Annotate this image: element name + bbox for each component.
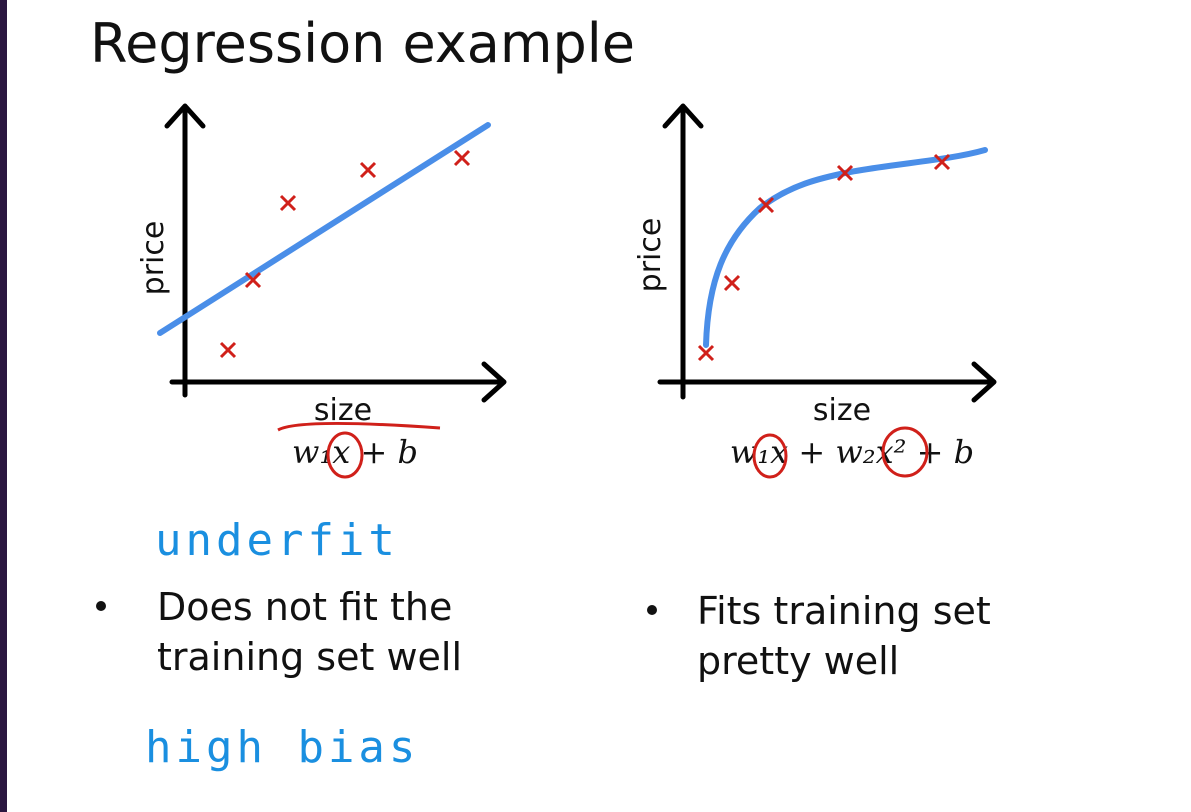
x-label: size — [813, 393, 871, 428]
strike-mark — [277, 421, 441, 432]
y-axis — [164, 103, 206, 398]
data-points — [219, 149, 471, 359]
note: high bias — [145, 722, 419, 773]
formula: w₁x + w₂x² + b — [730, 433, 974, 471]
fit-curve — [703, 147, 988, 348]
bullet-line: Does not fit the — [157, 585, 452, 629]
title: Regression example — [90, 12, 635, 75]
plot-left: price size w₁x + b — [136, 103, 507, 479]
circle-mark — [881, 426, 929, 478]
frame-edge — [0, 0, 7, 812]
data-points — [697, 153, 951, 362]
x-axis — [169, 361, 507, 403]
plot-right: price size w₁x + w₂x² + b — [633, 103, 997, 479]
x-axis — [657, 361, 997, 403]
bullet-dot — [647, 605, 657, 615]
bullet-line: Fits training set — [697, 589, 991, 633]
circle-mark — [752, 433, 788, 479]
annotation: underfit — [155, 515, 399, 566]
bullet-dot — [96, 601, 106, 611]
fit-line — [157, 122, 491, 336]
y-label: price — [633, 218, 668, 293]
y-axis — [662, 103, 704, 400]
circle-mark — [326, 431, 364, 479]
y-label: price — [136, 221, 171, 296]
bullet-line: training set well — [157, 635, 462, 679]
bullet-line: pretty well — [697, 639, 899, 683]
